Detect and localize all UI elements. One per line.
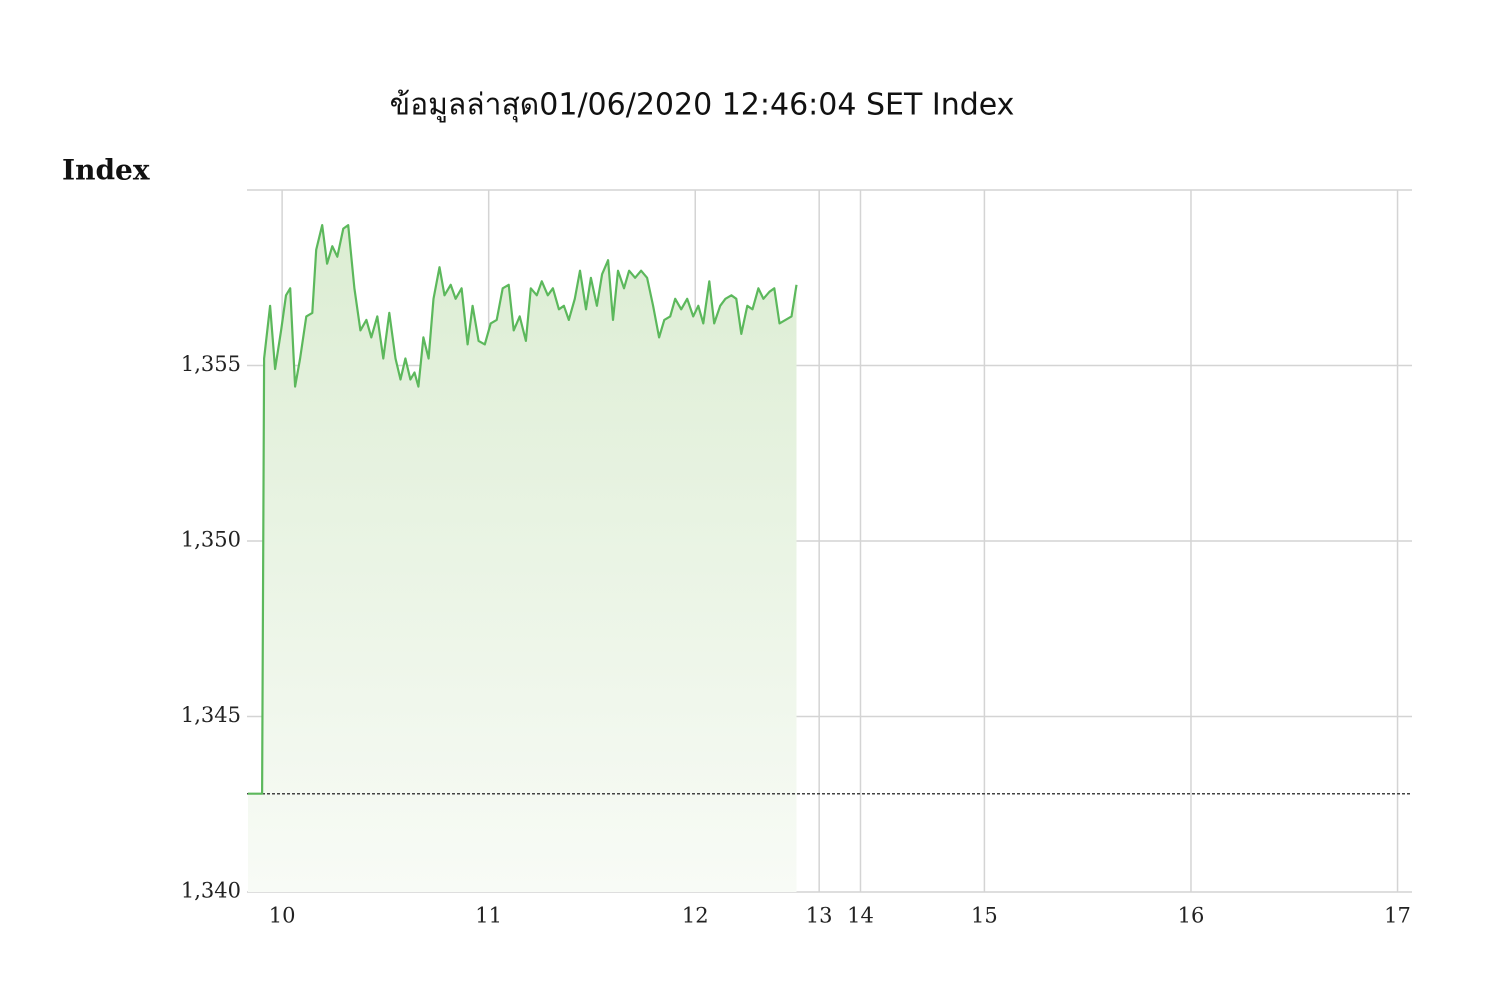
x-tick-label: 12 (682, 904, 709, 928)
chart-title: ข้อมูลล่าสุด01/06/2020 12:46:04 SET Inde… (390, 88, 1015, 124)
y-tick-label: 1,350 (181, 528, 241, 552)
y-tick-label: 1,340 (181, 879, 241, 903)
x-tick-label: 16 (1178, 904, 1205, 928)
data-line (248, 224, 798, 795)
x-tick-label: 14 (847, 904, 874, 928)
y-axis-label: Index (62, 154, 150, 187)
x-tick-label: 10 (269, 904, 296, 928)
area-fill (248, 225, 797, 893)
x-tick-label: 11 (475, 904, 502, 928)
y-tick-label: 1,345 (181, 703, 241, 727)
y-tick-label: 1,355 (181, 352, 241, 376)
x-tick-label: 15 (971, 904, 998, 928)
x-tick-label: 13 (806, 904, 833, 928)
x-tick-label: 17 (1384, 904, 1411, 928)
